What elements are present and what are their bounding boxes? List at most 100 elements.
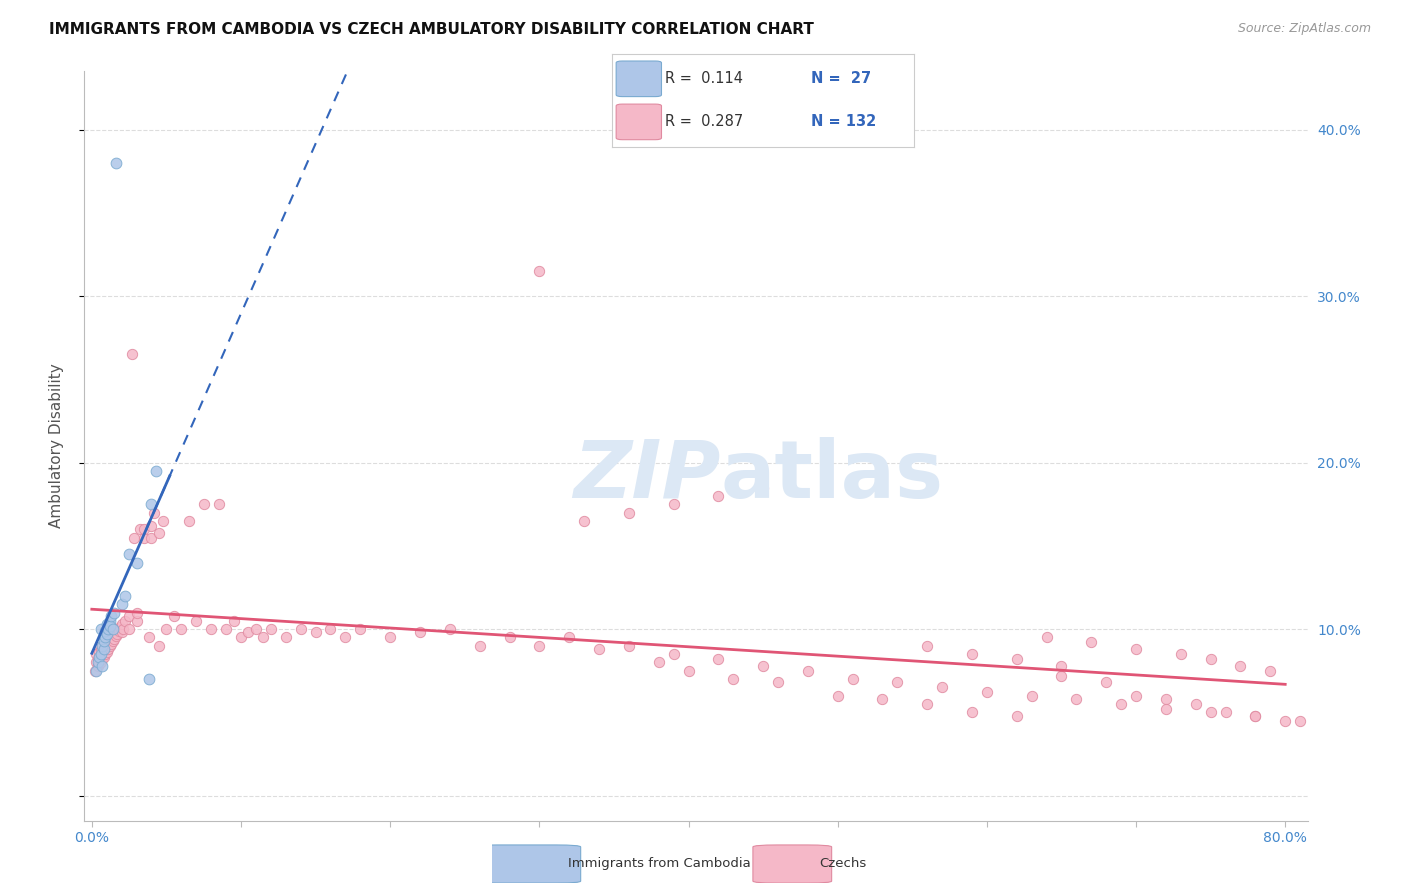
Point [84, 647, 107, 661]
Point [1184, 697, 1206, 711]
Point [93, 642, 115, 657]
Point [915, 639, 938, 653]
Point [89, 650, 111, 665]
Point [439, 622, 461, 636]
Point [529, 639, 551, 653]
Point [960, 647, 983, 661]
Point [252, 631, 274, 645]
Point [617, 639, 640, 653]
Point [125, 556, 148, 570]
Text: N = 132: N = 132 [811, 114, 876, 129]
Point [87, 656, 110, 670]
Point [335, 631, 357, 645]
Point [94, 624, 117, 638]
Point [89, 650, 111, 665]
Point [132, 522, 155, 536]
Point [752, 481, 775, 495]
Point [93, 650, 115, 665]
Text: Immigrants from Cambodia: Immigrants from Cambodia [568, 856, 751, 870]
Text: N =  27: N = 27 [811, 71, 872, 87]
Point [1035, 631, 1057, 645]
Point [1258, 664, 1281, 678]
Point [304, 625, 326, 640]
Point [841, 672, 863, 686]
Point [1274, 714, 1296, 728]
Point [148, 639, 170, 653]
Point [98, 614, 121, 628]
Point [1066, 692, 1088, 706]
Point [1095, 675, 1118, 690]
Point [122, 531, 145, 545]
Point [87, 658, 110, 673]
Point [229, 631, 252, 645]
Point [107, 624, 129, 638]
Point [94, 647, 117, 661]
Point [91, 652, 114, 666]
Point [87, 652, 110, 666]
Point [97, 622, 120, 636]
Point [111, 617, 134, 632]
Point [138, 631, 160, 645]
Point [238, 625, 260, 640]
FancyBboxPatch shape [754, 845, 831, 883]
Point [103, 625, 125, 640]
Point [90, 648, 112, 663]
Point [752, 658, 775, 673]
Point [91, 639, 114, 653]
Point [723, 672, 745, 686]
Text: R =  0.287: R = 0.287 [665, 114, 742, 129]
Point [1050, 658, 1073, 673]
Point [409, 625, 432, 640]
Point [1125, 689, 1147, 703]
Point [1109, 697, 1132, 711]
Point [1050, 669, 1073, 683]
Point [468, 639, 491, 653]
Point [177, 514, 200, 528]
Text: Czechs: Czechs [820, 856, 866, 870]
Y-axis label: Ambulatory Disability: Ambulatory Disability [49, 364, 63, 528]
Point [143, 506, 166, 520]
Point [498, 631, 520, 645]
Point [96, 645, 118, 659]
Point [90, 622, 112, 636]
Point [111, 625, 134, 640]
Point [89, 645, 111, 659]
FancyBboxPatch shape [472, 845, 581, 883]
Point [647, 656, 669, 670]
Point [349, 622, 371, 636]
Point [104, 622, 127, 636]
FancyBboxPatch shape [616, 61, 661, 96]
Text: Source: ZipAtlas.com: Source: ZipAtlas.com [1237, 22, 1371, 36]
Point [101, 633, 124, 648]
Point [145, 464, 167, 478]
Point [1021, 689, 1043, 703]
Point [319, 622, 342, 636]
Point [1244, 708, 1267, 723]
Point [260, 622, 283, 636]
Point [100, 637, 122, 651]
Point [1229, 658, 1251, 673]
Point [1005, 708, 1028, 723]
Point [960, 706, 983, 720]
Point [827, 689, 849, 703]
Point [83, 664, 105, 678]
Point [101, 622, 124, 636]
Point [112, 622, 135, 636]
Point [98, 632, 121, 647]
Point [529, 264, 551, 278]
Point [170, 622, 193, 636]
Point [91, 639, 114, 653]
Point [111, 597, 134, 611]
Point [84, 664, 107, 678]
Point [141, 531, 163, 545]
Point [186, 614, 208, 628]
Point [104, 629, 127, 643]
Point [97, 635, 120, 649]
Text: R =  0.114: R = 0.114 [665, 71, 742, 87]
Point [1289, 714, 1312, 728]
Point [1215, 706, 1237, 720]
Point [1199, 652, 1222, 666]
Point [1005, 652, 1028, 666]
Point [148, 525, 170, 540]
Point [96, 639, 118, 653]
